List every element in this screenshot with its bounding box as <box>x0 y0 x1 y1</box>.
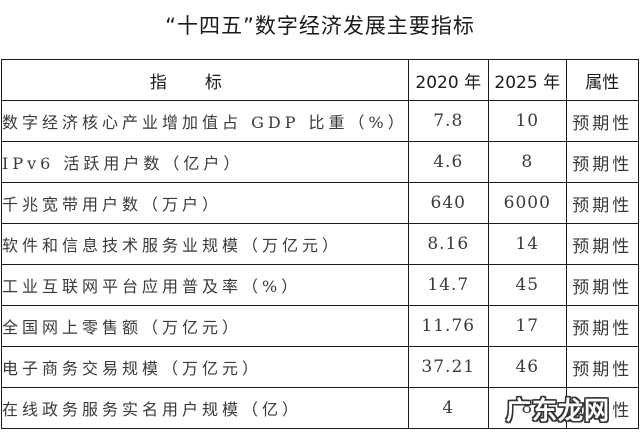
header-indicator: 指标 <box>1 59 409 101</box>
value-2025: 46 <box>487 346 567 388</box>
value-2020: 4.6 <box>407 141 489 183</box>
indicator-name: 软件和信息技术服务业规模（万亿元） <box>1 223 409 265</box>
header-2020: 2020 年 <box>407 59 489 101</box>
table-header-row: 指标 2020 年 2025 年 属性 <box>1 59 639 101</box>
indicator-name: 千兆宽带用户数（万户） <box>1 182 409 224</box>
value-2020: 11.76 <box>407 305 489 347</box>
indicator-name: 数字经济核心产业增加值占 GDP 比重（%） <box>1 100 409 142</box>
header-2025: 2025 年 <box>487 59 567 101</box>
table-row: 软件和信息技术服务业规模（万亿元） 8.16 14 预期性 <box>1 223 639 265</box>
value-2020: 14.7 <box>407 264 489 306</box>
value-2025: 8 <box>487 387 567 429</box>
table-row: 全国网上零售额（万亿元） 11.76 17 预期性 <box>1 305 639 347</box>
attribute: 预期性 <box>565 305 639 347</box>
attribute: 预期性 <box>565 387 639 429</box>
value-2020: 4 <box>407 387 489 429</box>
value-2025: 17 <box>487 305 567 347</box>
document-title: “十四五”数字经济发展主要指标 <box>165 14 475 38</box>
indicator-name: 工业互联网平台应用普及率（%） <box>1 264 409 306</box>
table-row: 电子商务交易规模（万亿元） 37.21 46 预期性 <box>1 346 639 388</box>
value-2025: 10 <box>487 100 567 142</box>
attribute: 预期性 <box>565 264 639 306</box>
table-row: 数字经济核心产业增加值占 GDP 比重（%） 7.8 10 预期性 <box>1 100 639 142</box>
indicator-name: 电子商务交易规模（万亿元） <box>1 346 409 388</box>
value-2025: 14 <box>487 223 567 265</box>
indicators-table: 指标 2020 年 2025 年 属性 数字经济核心产业增加值占 GDP 比重（… <box>1 59 639 429</box>
attribute: 预期性 <box>565 141 639 183</box>
attribute: 预期性 <box>565 346 639 388</box>
value-2020: 37.21 <box>407 346 489 388</box>
indicator-name: 全国网上零售额（万亿元） <box>1 305 409 347</box>
attribute: 预期性 <box>565 182 639 224</box>
indicator-name: 在线政务服务实名用户规模（亿） <box>1 387 409 429</box>
table-row: IPv6 活跃用户数（亿户） 4.6 8 预期性 <box>1 141 639 183</box>
attribute: 预期性 <box>565 223 639 265</box>
indicator-name: IPv6 活跃用户数（亿户） <box>1 141 409 183</box>
table-row: 在线政务服务实名用户规模（亿） 4 8 预期性 <box>1 387 639 429</box>
value-2025: 8 <box>487 141 567 183</box>
table-row: 工业互联网平台应用普及率（%） 14.7 45 预期性 <box>1 264 639 306</box>
table-row: 千兆宽带用户数（万户） 640 6000 预期性 <box>1 182 639 224</box>
value-2020: 7.8 <box>407 100 489 142</box>
value-2020: 8.16 <box>407 223 489 265</box>
value-2020: 640 <box>407 182 489 224</box>
attribute: 预期性 <box>565 100 639 142</box>
header-attribute: 属性 <box>565 59 639 101</box>
value-2025: 6000 <box>487 182 567 224</box>
value-2025: 45 <box>487 264 567 306</box>
